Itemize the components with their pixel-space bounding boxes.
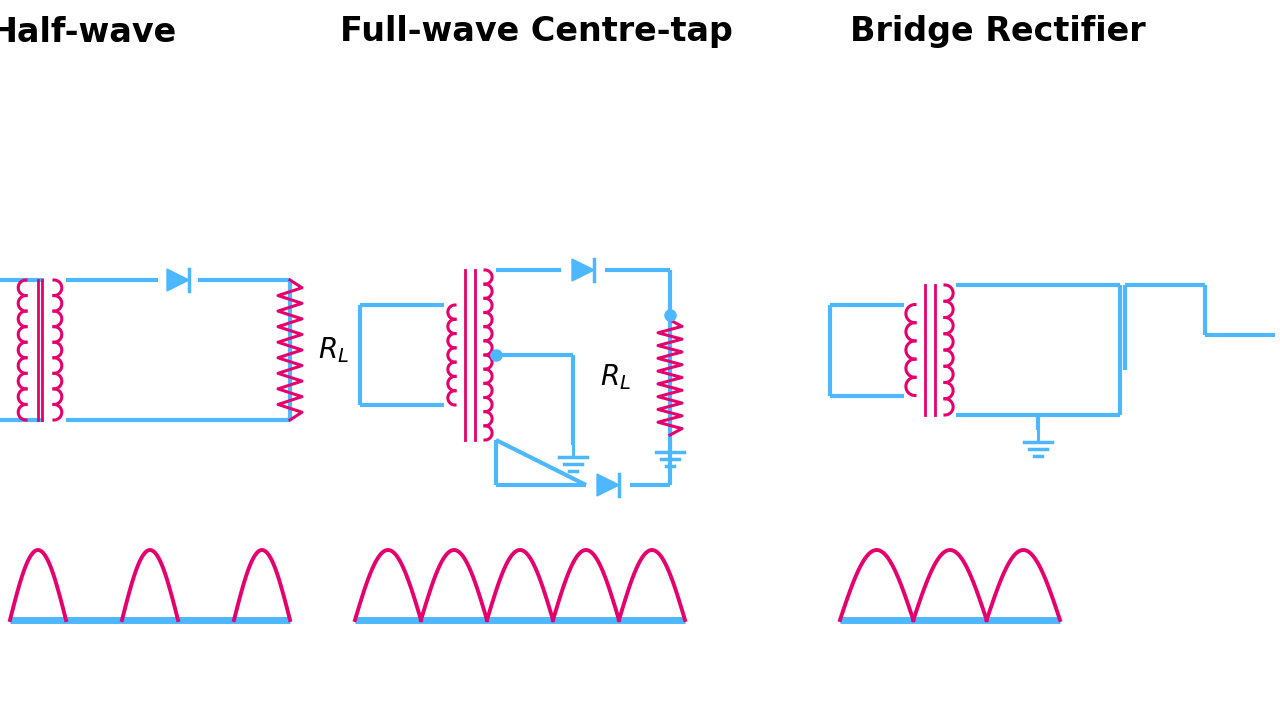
Text: Bridge Rectifier: Bridge Rectifier	[850, 16, 1146, 48]
Polygon shape	[166, 269, 189, 291]
Text: $R_L$: $R_L$	[317, 335, 349, 365]
Text: $R_L$: $R_L$	[600, 363, 631, 392]
Text: Full-wave Centre-tap: Full-wave Centre-tap	[340, 16, 733, 48]
Polygon shape	[596, 474, 620, 496]
Text: Half-wave: Half-wave	[0, 16, 177, 48]
Polygon shape	[572, 259, 594, 281]
